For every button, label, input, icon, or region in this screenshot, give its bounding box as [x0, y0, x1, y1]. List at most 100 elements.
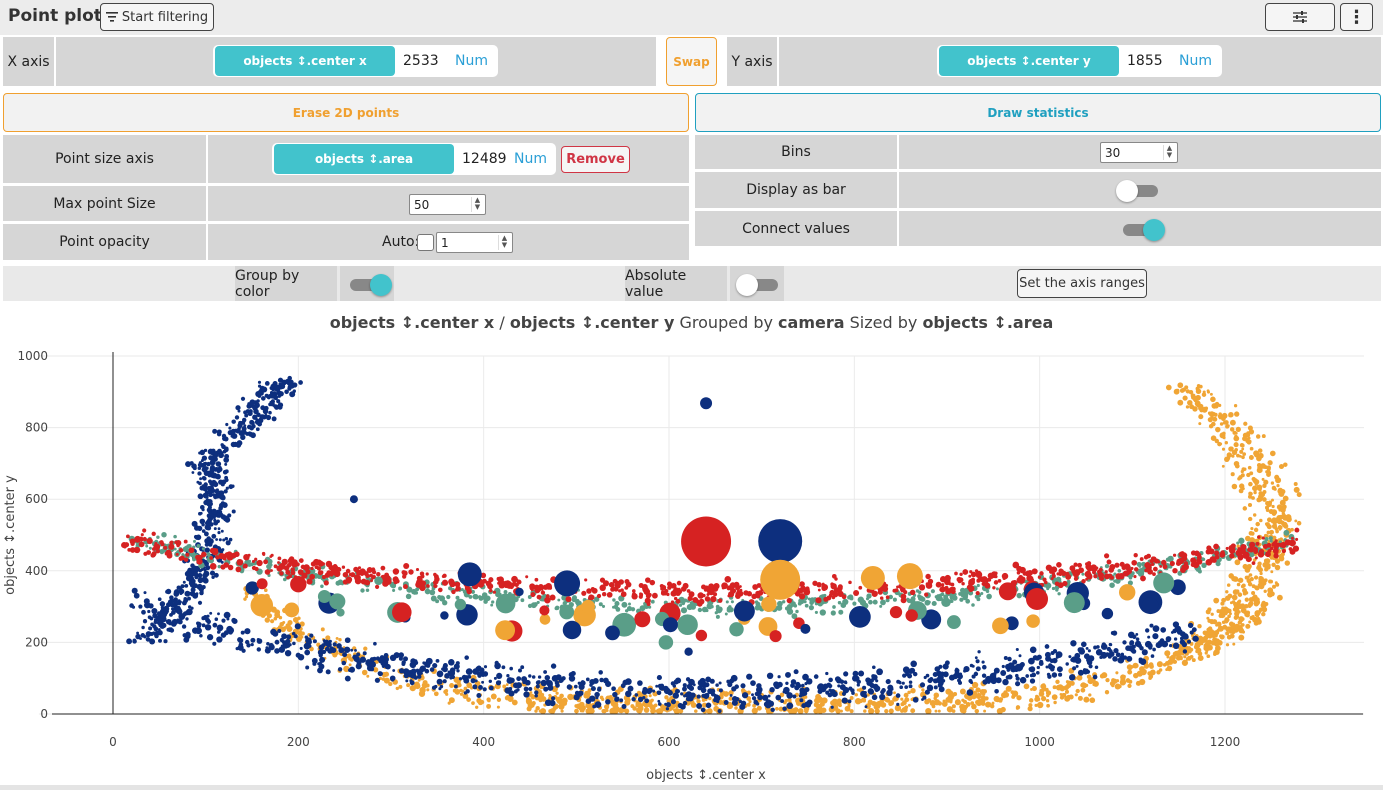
scatter-point	[1015, 663, 1022, 671]
scatter-point	[193, 539, 196, 543]
scatter-point	[705, 702, 712, 709]
group-by-color-toggle[interactable]	[350, 274, 392, 296]
scatter-point	[482, 687, 487, 692]
scatter-point	[962, 590, 969, 596]
scatter-point	[705, 608, 709, 613]
large-point	[681, 516, 732, 567]
scatter-point	[438, 687, 442, 691]
scatter-point	[344, 637, 351, 644]
scatter-point	[505, 694, 511, 699]
scatter-plot[interactable]: 0 200 400 600 800 1000 120002004006008001000ob…	[0, 335, 1383, 785]
scatter-point	[1031, 568, 1038, 575]
scatter-point	[143, 551, 148, 556]
scatter-point	[1184, 636, 1188, 640]
scatter-point	[453, 684, 458, 689]
scatter-point	[1012, 561, 1020, 569]
settings-button[interactable]	[1265, 3, 1335, 31]
scatter-point	[293, 634, 298, 639]
scatter-point	[1068, 674, 1076, 681]
scatter-point	[696, 694, 701, 699]
scatter-point	[520, 598, 525, 603]
scatter-point	[250, 642, 254, 647]
scatter-point	[1187, 399, 1193, 406]
display-as-bar-toggle[interactable]	[1116, 180, 1158, 202]
scatter-point	[1242, 452, 1247, 456]
scatter-point	[682, 686, 687, 691]
scatter-point	[526, 706, 532, 712]
scatter-point	[1023, 683, 1030, 690]
set-axis-ranges-button[interactable]: Set the axis ranges	[1017, 269, 1147, 298]
scatter-point	[543, 670, 548, 674]
stepper-arrows-icon[interactable]: ▲ ▼	[498, 235, 510, 250]
scatter-point	[274, 612, 281, 619]
scatter-point	[1245, 535, 1251, 542]
scatter-point	[1130, 665, 1134, 669]
scatter-point	[956, 675, 960, 678]
bins-input[interactable]: 30 ▲ ▼	[1100, 142, 1178, 163]
scatter-point	[791, 613, 798, 620]
scatter-point	[775, 694, 782, 701]
size-chip[interactable]: objects ↕.area	[274, 144, 454, 174]
start-filtering-button[interactable]: Start filtering	[100, 3, 214, 31]
scatter-point	[1231, 449, 1238, 456]
scatter-point	[321, 575, 326, 580]
scatter-point	[276, 399, 281, 404]
y-axis-chip[interactable]: objects ↕.center y	[939, 46, 1119, 76]
y-axis-variable[interactable]: objects ↕.center y 1855 Num	[937, 45, 1222, 77]
scatter-point	[596, 593, 602, 599]
scatter-point	[1025, 587, 1049, 611]
x-axis-variable[interactable]: objects ↕.center x 2533 Num	[213, 45, 498, 77]
scatter-point	[921, 609, 942, 630]
remove-size-button[interactable]: Remove	[561, 146, 630, 173]
scatter-point	[218, 538, 222, 542]
max-point-size-input[interactable]: 50 ▲ ▼	[409, 194, 486, 215]
scatter-point	[192, 565, 197, 570]
scatter-point	[1050, 667, 1055, 672]
scatter-point	[1129, 632, 1134, 637]
opacity-auto-checkbox[interactable]	[417, 234, 434, 251]
scatter-point	[1294, 527, 1300, 533]
scatter-point	[1210, 421, 1216, 427]
scatter-point	[761, 596, 777, 612]
scatter-point	[1162, 662, 1167, 667]
scatter-point	[751, 696, 757, 701]
swap-button[interactable]: Swap	[666, 37, 717, 86]
erase-points-button[interactable]: Erase 2D points	[3, 93, 689, 132]
scatter-point	[518, 668, 522, 673]
stepper-arrows-icon[interactable]: ▲ ▼	[1163, 145, 1175, 160]
scatter-point	[168, 543, 175, 550]
scatter-point	[241, 426, 247, 432]
scatter-point	[1153, 572, 1175, 594]
draw-statistics-button[interactable]: Draw statistics	[695, 93, 1381, 132]
connect-values-toggle[interactable]	[1123, 219, 1165, 241]
scatter-point	[231, 617, 237, 623]
scatter-point	[1097, 569, 1102, 574]
x-axis-chip[interactable]: objects ↕.center x	[215, 46, 395, 76]
menu-button[interactable]: ⋮	[1340, 3, 1373, 31]
scatter-point	[954, 571, 958, 576]
scatter-point	[370, 667, 375, 672]
scatter-point	[695, 629, 708, 642]
scatter-point	[317, 590, 331, 603]
scatter-point	[1015, 681, 1021, 687]
scatter-point	[1066, 579, 1071, 584]
scatter-point	[1098, 575, 1105, 581]
scatter-point	[277, 561, 280, 564]
scatter-point	[270, 619, 275, 624]
scatter-point	[733, 600, 755, 622]
scatter-point	[1059, 685, 1066, 692]
scatter-point	[392, 602, 412, 622]
scatter-point	[901, 707, 906, 712]
scatter-point	[609, 708, 616, 715]
scatter-point	[1104, 690, 1110, 695]
stepper-arrows-icon[interactable]: ▲ ▼	[471, 197, 483, 212]
scatter-point	[448, 669, 456, 677]
opacity-input[interactable]: 1 ▲ ▼	[436, 232, 513, 253]
scatter-point	[266, 642, 270, 646]
scatter-point	[924, 699, 930, 705]
scatter-point	[534, 577, 539, 582]
absolute-value-toggle[interactable]	[736, 274, 778, 296]
scatter-point	[1113, 647, 1119, 654]
size-variable[interactable]: objects ↕.area 12489 Num	[272, 143, 556, 175]
scatter-point	[971, 703, 977, 710]
